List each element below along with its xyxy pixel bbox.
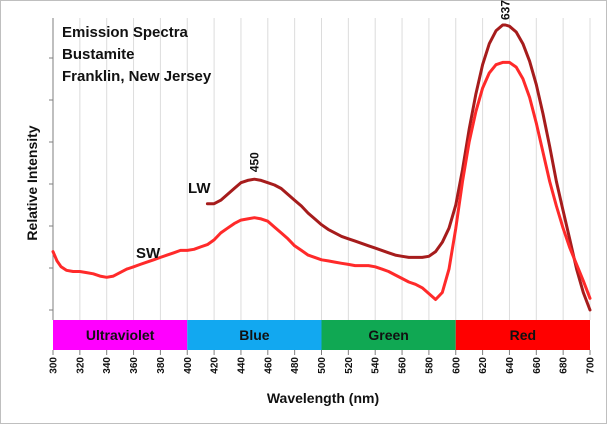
series-lines xyxy=(51,23,592,312)
x-tick-label-660: 660 xyxy=(532,357,543,374)
x-tick-label-520: 520 xyxy=(344,357,355,374)
peak-label-637: 637 xyxy=(498,0,512,20)
x-tick-label-360: 360 xyxy=(129,357,140,374)
title-line-1: Emission Spectra xyxy=(62,24,189,41)
band-label-ultraviolet: Ultraviolet xyxy=(86,327,155,343)
x-axis-title: Wavelength (nm) xyxy=(267,390,379,406)
lw-series-label: LW xyxy=(188,180,211,197)
x-tick-label-700: 700 xyxy=(586,357,597,374)
band-blue xyxy=(187,320,322,350)
x-tick-label-540: 540 xyxy=(371,357,382,374)
x-tick-label-600: 600 xyxy=(451,357,462,374)
x-tick-label-640: 640 xyxy=(505,357,516,374)
y-axis-ticks xyxy=(49,57,53,311)
y-axis-title: Relative Intensity xyxy=(24,125,40,240)
sw-series-label: SW xyxy=(136,245,161,262)
title-line-3: Franklin, New Jersey xyxy=(62,68,212,85)
x-tick-label-300: 300 xyxy=(49,357,60,374)
series-line-lw xyxy=(205,23,592,312)
x-tick-label-580: 580 xyxy=(424,357,435,374)
x-tick-label-680: 680 xyxy=(559,357,570,374)
x-tick-label-420: 420 xyxy=(210,357,221,374)
x-tick-label-400: 400 xyxy=(183,357,194,374)
band-label-red: Red xyxy=(510,327,536,343)
x-tick-label-560: 560 xyxy=(398,357,409,374)
band-red xyxy=(455,320,590,350)
x-tick-label-500: 500 xyxy=(317,357,328,374)
color-bands: Ultraviolet Blue Green Red xyxy=(53,320,590,350)
x-tick-label-380: 380 xyxy=(156,357,167,374)
x-tick-label-440: 440 xyxy=(236,357,247,374)
band-green xyxy=(321,320,456,350)
x-tick-label-480: 480 xyxy=(290,357,301,374)
band-label-blue: Blue xyxy=(239,327,270,343)
x-tick-label-620: 620 xyxy=(478,357,489,374)
band-ultraviolet xyxy=(53,320,188,350)
series-line-sw xyxy=(51,60,592,301)
x-tick-label-340: 340 xyxy=(102,357,113,374)
title-line-2: Bustamite xyxy=(62,46,135,63)
x-tick-label-320: 320 xyxy=(75,357,86,374)
peak-label-450: 450 xyxy=(247,152,261,172)
band-label-green: Green xyxy=(368,327,408,343)
x-axis-ticks: 300 320 340 360 380 400 420 440 460 480 500 520 540 5… xyxy=(49,350,597,374)
x-tick-label-460: 460 xyxy=(263,357,274,374)
